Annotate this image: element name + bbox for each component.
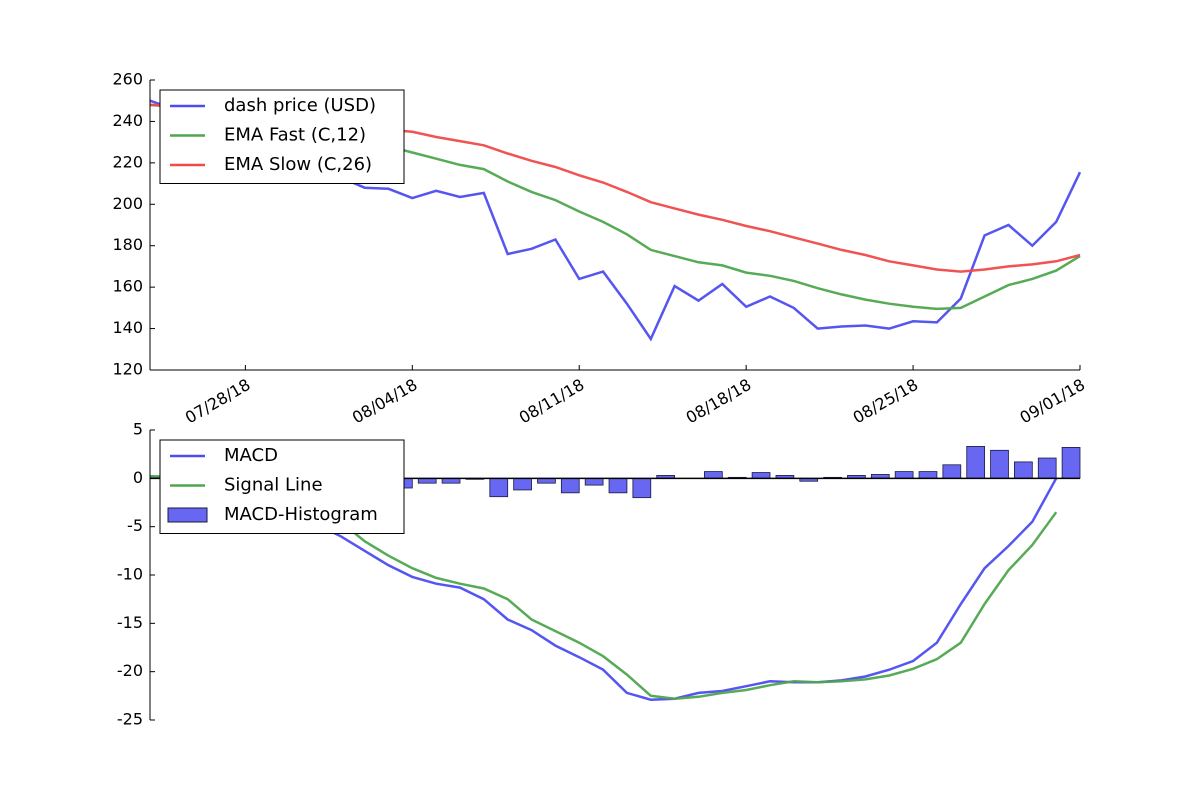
histogram-bar (918, 471, 938, 479)
y-tick-label: -25 (117, 710, 143, 729)
x-tick-label: 07/28/18 (182, 375, 254, 427)
x-tick-label: 08/04/18 (349, 375, 421, 427)
x-tick-label: 08/25/18 (850, 375, 922, 427)
y-tick-label: -5 (127, 516, 143, 535)
legend-label: MACD-Histogram (224, 504, 378, 525)
histogram-bar (704, 471, 723, 479)
x-tick-label: 09/01/18 (1017, 375, 1089, 427)
y-tick-label: 220 (112, 152, 143, 171)
histogram-bar (894, 471, 914, 479)
histogram-bar (966, 446, 986, 479)
legend-label: EMA Slow (C,26) (224, 154, 372, 175)
y-tick-label: 240 (112, 111, 143, 130)
histogram-bar (751, 472, 771, 479)
y-tick-label: 260 (112, 70, 143, 89)
histogram-bar (608, 477, 628, 494)
legend-swatch (167, 507, 208, 523)
histogram-bar (513, 477, 532, 491)
histogram-bar (632, 477, 652, 499)
y-tick-label: 140 (112, 318, 143, 337)
y-tick-label: -20 (117, 661, 143, 680)
legend-label: Signal Line (224, 475, 323, 496)
legend-label: EMA Fast (C,12) (224, 125, 366, 146)
legend-label: MACD (224, 445, 278, 466)
x-tick-label: 08/11/18 (516, 375, 588, 427)
histogram-bar (990, 449, 1009, 479)
histogram-bar (1061, 446, 1081, 479)
histogram-bar (584, 477, 604, 486)
y-tick-label: -15 (117, 613, 143, 632)
histogram-bar (489, 477, 509, 498)
y-tick-label: 200 (112, 194, 143, 213)
y-tick-label: 5 (133, 420, 143, 439)
histogram-bar (560, 477, 580, 494)
y-tick-label: 0 (133, 468, 143, 487)
x-tick-label: 08/18/18 (683, 375, 755, 427)
y-tick-label: 160 (112, 277, 143, 296)
legend-label: dash price (USD) (224, 95, 376, 116)
y-tick-label: -10 (117, 565, 143, 584)
histogram-bar (942, 464, 962, 479)
histogram-bar (1014, 461, 1033, 479)
histogram-bar (1037, 457, 1057, 479)
y-tick-label: 180 (112, 235, 143, 254)
y-tick-label: 120 (112, 360, 143, 379)
